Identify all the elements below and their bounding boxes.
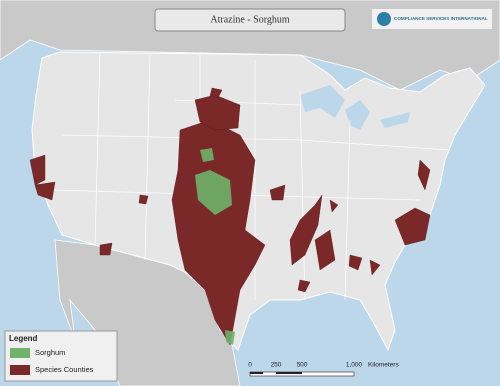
scale-bar: 0 250 500 1,000 Kilometers xyxy=(248,362,399,377)
legend-swatch xyxy=(10,365,30,375)
scale-bar-segment xyxy=(276,372,302,374)
logo-icon xyxy=(377,12,391,26)
legend-title: Legend xyxy=(9,334,38,343)
scale-unit: Kilometers xyxy=(368,362,399,369)
title-box xyxy=(154,8,346,32)
scale-label: 250 xyxy=(271,362,282,369)
logo-text: COMPLIANCE SERVICES INTERNATIONAL xyxy=(394,16,488,21)
legend-swatch xyxy=(10,348,30,358)
scale-label: 0 xyxy=(248,362,252,369)
legend-item: Sorghum xyxy=(35,348,65,357)
scale-bar-segment xyxy=(250,372,263,374)
map-title: Atrazine - Sorghum xyxy=(210,14,289,25)
great-lakes xyxy=(300,85,410,130)
sorghum-areas xyxy=(195,148,235,345)
scale-label: 500 xyxy=(297,362,308,369)
legend-item: Species Counties xyxy=(35,365,94,374)
scale-label: 1,000 xyxy=(346,362,363,369)
usa xyxy=(31,51,486,352)
logo-box xyxy=(372,9,492,29)
